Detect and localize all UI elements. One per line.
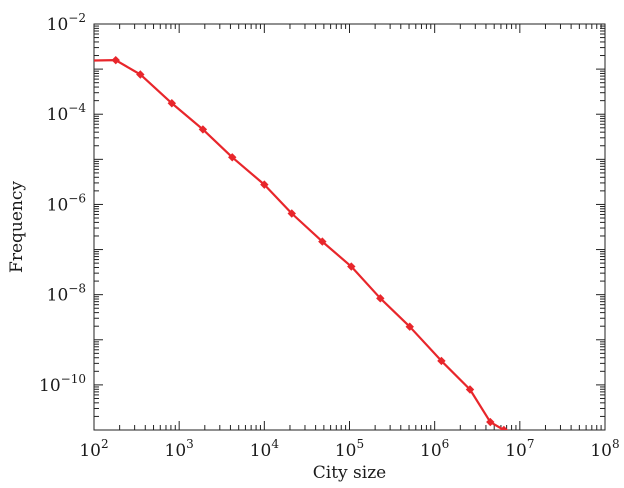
data-point-marker — [465, 385, 475, 394]
y-axis-title: Frequency — [7, 181, 27, 273]
data-point-marker — [260, 180, 269, 189]
y-tick-label: 10−10 — [39, 372, 86, 396]
y-tick-label: 10−2 — [47, 11, 86, 35]
y-tick-label: 10−6 — [47, 191, 86, 215]
data-point-marker — [198, 125, 208, 134]
y-tick-label: 10−8 — [47, 282, 86, 306]
x-tick-label: 103 — [165, 437, 194, 461]
data-point-marker — [287, 209, 296, 218]
data-point-marker — [347, 262, 356, 271]
data-point-marker — [318, 237, 327, 246]
x-tick-label: 106 — [420, 437, 449, 461]
data-layer — [94, 55, 509, 430]
data-point-marker — [405, 322, 414, 331]
y-tick-label: 10−4 — [47, 101, 87, 125]
axes — [93, 23, 606, 431]
x-tick-label: 107 — [505, 437, 534, 461]
x-tick-label: 105 — [335, 437, 364, 461]
data-point-marker — [111, 55, 120, 65]
data-point-marker — [486, 417, 495, 427]
data-point-marker — [376, 294, 385, 303]
data-point-marker — [437, 356, 446, 366]
x-tick-label: 108 — [590, 437, 619, 461]
x-tick-label: 102 — [79, 437, 108, 461]
x-tick-label: 104 — [250, 437, 280, 461]
data-point-marker — [136, 70, 145, 79]
x-axis-title: City size — [313, 463, 386, 483]
data-point-marker — [228, 153, 237, 162]
data-point-marker — [167, 99, 177, 108]
data-point-marker — [499, 425, 509, 430]
series-line — [94, 59, 505, 430]
labels-layer: City size Frequency 102 103 104 105 106 107 10… — [7, 11, 620, 483]
plot-frame — [93, 23, 606, 431]
